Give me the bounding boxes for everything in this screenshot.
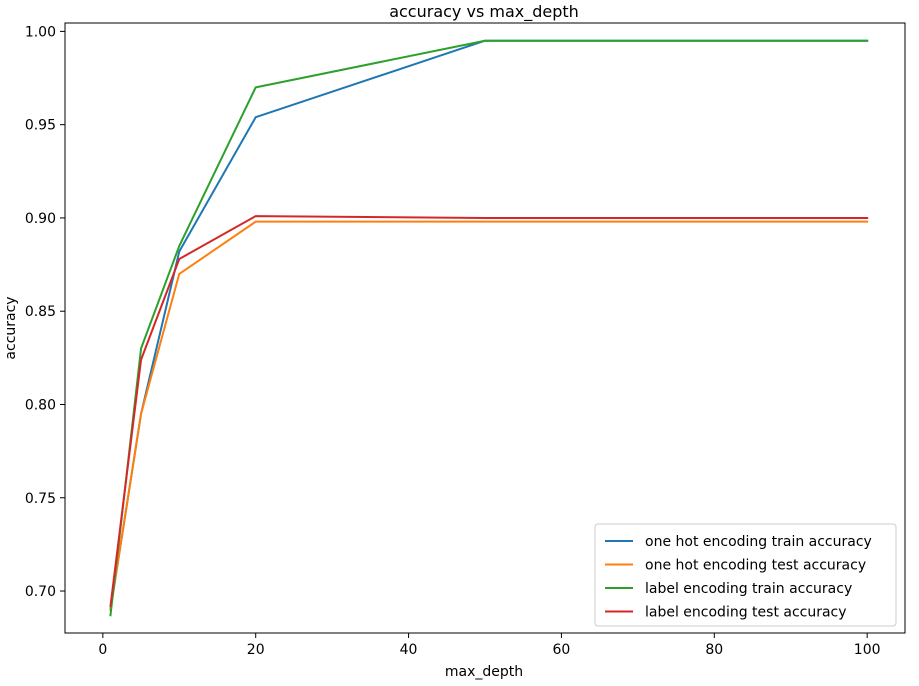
y-axis: 0.70 0.75 0.80 0.85 0.90 0.95 1.00 xyxy=(25,24,65,600)
y-tick-label: 0.95 xyxy=(25,118,56,134)
y-tick-label: 0.75 xyxy=(25,491,56,507)
x-axis-label: max_depth xyxy=(445,664,523,680)
y-tick-label: 1.00 xyxy=(25,24,56,40)
x-tick-label: 0 xyxy=(98,642,107,658)
x-tick-label: 100 xyxy=(854,642,881,658)
legend-box xyxy=(594,523,897,627)
legend-entry: label encoding test accuracy xyxy=(645,605,847,621)
legend-entry: label encoding train accuracy xyxy=(645,581,852,597)
x-tick-label: 60 xyxy=(553,642,571,658)
axes-frame xyxy=(64,22,906,634)
x-tick-label: 40 xyxy=(400,642,418,658)
plot-area xyxy=(109,39,869,617)
legend-entry: one hot encoding test accuracy xyxy=(645,558,866,574)
y-tick-label: 0.80 xyxy=(25,397,56,413)
x-axis: 0 20 40 60 80 100 xyxy=(98,633,881,658)
series-line-2 xyxy=(109,220,869,611)
x-tick-label: 80 xyxy=(705,642,723,658)
y-axis-label: accuracy xyxy=(3,296,19,359)
legend: one hot encoding train accuracy one hot e… xyxy=(594,523,897,627)
series-line-4 xyxy=(109,215,869,608)
y-tick-label: 0.70 xyxy=(25,584,56,600)
chart-title: accuracy vs max_depth xyxy=(389,2,579,22)
y-tick-label: 0.90 xyxy=(25,211,56,227)
x-tick-label: 20 xyxy=(247,642,265,658)
y-tick-label: 0.85 xyxy=(25,304,56,320)
legend-entry: one hot encoding train accuracy xyxy=(645,534,872,550)
